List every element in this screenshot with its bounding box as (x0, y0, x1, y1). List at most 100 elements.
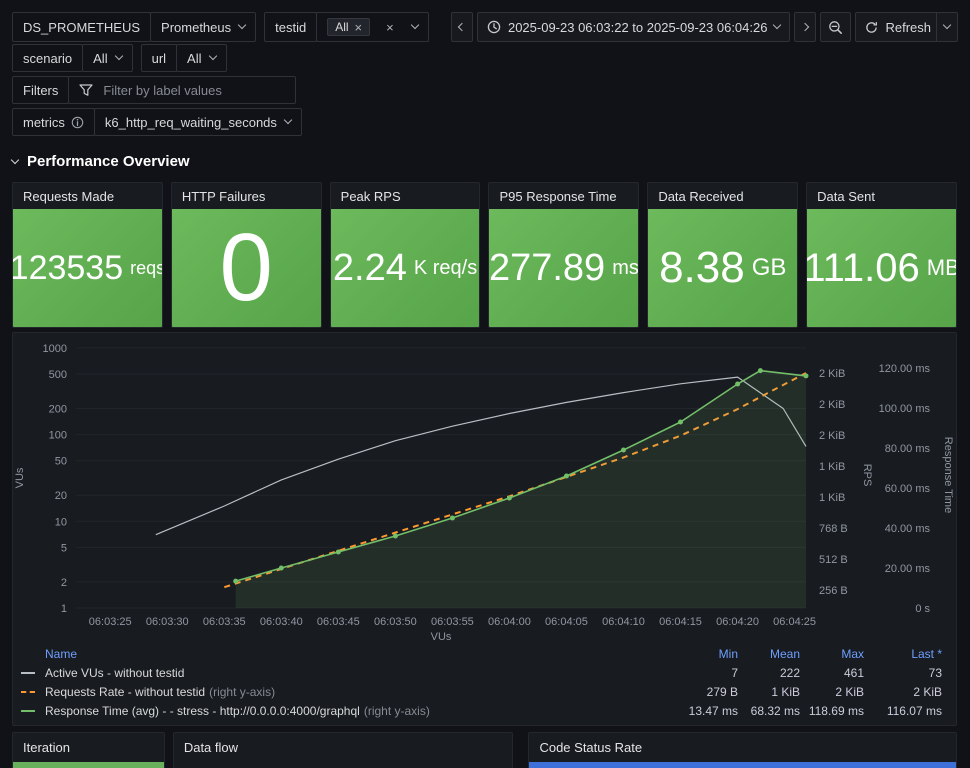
legend-series-name: Requests Rate - without testid (45, 684, 206, 699)
svg-text:200: 200 (49, 404, 67, 416)
filters-label: Filters (12, 76, 70, 104)
svg-text:512 B: 512 B (819, 554, 848, 566)
svg-text:06:03:55: 06:03:55 (431, 616, 474, 628)
svg-text:06:04:25: 06:04:25 (773, 616, 816, 628)
svg-text:VUs: VUs (431, 631, 452, 643)
svg-text:100.00 ms: 100.00 ms (879, 403, 931, 415)
panel-title: Peak RPS (340, 189, 401, 204)
scenario-label: scenario (12, 44, 84, 72)
refresh-interval-dropdown[interactable] (936, 12, 958, 42)
stat-bar (13, 762, 164, 768)
panel-title: P95 Response Time (499, 189, 617, 204)
datasource-picker[interactable]: Prometheus (150, 12, 257, 42)
chevron-down-icon (208, 51, 217, 61)
svg-text:06:04:00: 06:04:00 (488, 616, 531, 628)
svg-text:06:03:30: 06:03:30 (146, 616, 189, 628)
zoom-out-icon (829, 20, 843, 34)
panel-data-flow[interactable]: Data flow (172, 732, 514, 768)
filters-control: Filters (12, 76, 297, 104)
svg-text:40.00 ms: 40.00 ms (885, 523, 931, 535)
legend-max-value: 118.69 ms (808, 703, 864, 718)
chevron-down-icon (942, 20, 952, 30)
legend-header-name[interactable]: Name (45, 647, 78, 661)
stat-body: 123535 reqs (13, 209, 162, 327)
chevron-down-icon (283, 115, 293, 125)
clear-selection-icon[interactable]: × (386, 19, 394, 35)
legend-header-mean[interactable]: Mean (769, 647, 800, 661)
panel-code-status-rate[interactable]: Code Status Rate (528, 732, 957, 768)
stat-panel-data-received[interactable]: Data Received 8.38 GB (647, 182, 799, 328)
funnel-icon (79, 83, 93, 96)
legend-mean-value: 68.32 ms (750, 703, 800, 718)
panel-title: Iteration (23, 740, 70, 755)
stat-unit: MB (926, 255, 957, 280)
legend-header-max[interactable]: Max (841, 647, 864, 661)
series-line-icon (21, 709, 35, 712)
panel-title: Data flow (183, 740, 239, 755)
svg-text:256 B: 256 B (819, 585, 848, 597)
stat-panel-data-sent[interactable]: Data Sent 111.06 MB (806, 182, 957, 328)
filters-input[interactable] (101, 81, 286, 99)
legend-header-last[interactable]: Last * (911, 647, 942, 661)
refresh-button[interactable]: Refresh (855, 12, 941, 42)
svg-text:20.00 ms: 20.00 ms (885, 563, 931, 575)
legend-series-toggle[interactable]: Requests Rate - without testid (right y-… (21, 685, 674, 699)
url-label: url (140, 44, 178, 72)
legend-max-value: 461 (843, 665, 864, 680)
legend-series-suffix: (right y-axis) (209, 684, 276, 699)
legend-row-requests-rate: Requests Rate - without testid (right y-… (21, 682, 942, 701)
stat-value: 123535 (12, 249, 124, 287)
stat-panel-peak-rps[interactable]: Peak RPS 2.24 K req/s (329, 182, 481, 328)
svg-text:50: 50 (55, 456, 67, 468)
datasource-value: Prometheus (161, 19, 232, 35)
svg-text:80.00 ms: 80.00 ms (885, 443, 931, 455)
timeseries-chart[interactable]: 1 2 5 10 20 50 100 200 500 1000 06:03:25 06:03:30 06… (13, 333, 956, 645)
chart-legend: Name Min Mean Max Last * Active VUs - wi… (13, 645, 956, 720)
time-shift-forward-button[interactable] (794, 12, 817, 42)
legend-series-toggle[interactable]: Response Time (avg) - - stress - http://… (21, 704, 674, 718)
timeseries-panel: 1 2 5 10 20 50 100 200 500 1000 06:03:25 06:03:30 06… (12, 332, 957, 726)
svg-text:10: 10 (55, 516, 67, 528)
svg-text:Response Time: Response Time (942, 437, 954, 513)
time-shift-back-button[interactable] (450, 12, 473, 42)
svg-text:2: 2 (61, 577, 67, 589)
legend-series-suffix: (right y-axis) (363, 703, 430, 718)
legend-max-value: 2 KiB (835, 684, 864, 699)
stat-panel-requests-made[interactable]: Requests Made 123535 reqs (12, 182, 163, 328)
info-icon[interactable] (71, 116, 84, 129)
section-performance-overview[interactable]: Performance Overview (10, 148, 957, 174)
testid-picker[interactable]: All × × (316, 12, 429, 42)
chevron-down-icon (114, 51, 123, 61)
legend-series-toggle[interactable]: Active VUs - without testid (21, 666, 674, 680)
url-picker[interactable]: All (176, 44, 227, 72)
stat-unit: GB (751, 254, 787, 281)
panel-iteration[interactable]: Iteration (12, 732, 165, 768)
metrics-picker[interactable]: k6_http_req_waiting_seconds (93, 108, 302, 136)
zoom-out-button[interactable] (820, 12, 852, 42)
svg-text:5: 5 (61, 542, 67, 554)
testid-chip[interactable]: All × (327, 18, 371, 36)
remove-tag-icon[interactable]: × (354, 19, 363, 35)
section-title: Performance Overview (27, 152, 190, 170)
testid-variable: testid All × × (264, 12, 429, 42)
panel-title: Data Sent (817, 189, 875, 204)
svg-text:06:04:15: 06:04:15 (659, 616, 702, 628)
svg-text:1 KiB: 1 KiB (819, 461, 845, 473)
filters-input-box[interactable] (68, 76, 297, 104)
stat-body: 8.38 GB (648, 209, 798, 327)
time-range-picker[interactable]: 2025-09-23 06:03:22 to 2025-09-23 06:04:… (476, 12, 791, 42)
stat-panel-http-failures[interactable]: HTTP Failures 0 (170, 182, 322, 328)
svg-text:06:04:20: 06:04:20 (716, 616, 759, 628)
svg-text:06:03:45: 06:03:45 (317, 616, 360, 628)
stat-panel-p95-response-time[interactable]: P95 Response Time 277.89 ms (488, 182, 640, 328)
legend-row-response-time: Response Time (avg) - - stress - http://… (21, 701, 942, 720)
stat-unit: ms (612, 257, 639, 279)
svg-text:120.00 ms: 120.00 ms (879, 363, 931, 375)
legend-mean-value: 222 (779, 665, 800, 680)
series-line-icon (21, 671, 35, 674)
scenario-picker[interactable]: All (82, 44, 133, 72)
legend-header-min[interactable]: Min (718, 647, 738, 661)
legend-last-value: 116.07 ms (886, 703, 942, 718)
svg-text:06:03:50: 06:03:50 (374, 616, 417, 628)
svg-text:1000: 1000 (43, 343, 67, 355)
